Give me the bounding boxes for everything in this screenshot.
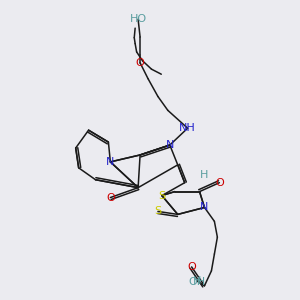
Text: H: H — [200, 170, 209, 180]
Text: O: O — [215, 178, 224, 188]
Text: N: N — [106, 157, 115, 167]
Text: S: S — [158, 190, 166, 201]
Text: N: N — [166, 140, 174, 150]
Text: O: O — [106, 193, 115, 202]
Text: O: O — [187, 262, 196, 272]
Text: NH: NH — [179, 123, 196, 133]
Text: H: H — [192, 276, 201, 286]
Text: O: O — [136, 58, 145, 68]
Text: OH: OH — [188, 277, 205, 287]
Text: N: N — [200, 202, 209, 212]
Text: S: S — [154, 206, 161, 216]
Text: HO: HO — [130, 14, 147, 24]
